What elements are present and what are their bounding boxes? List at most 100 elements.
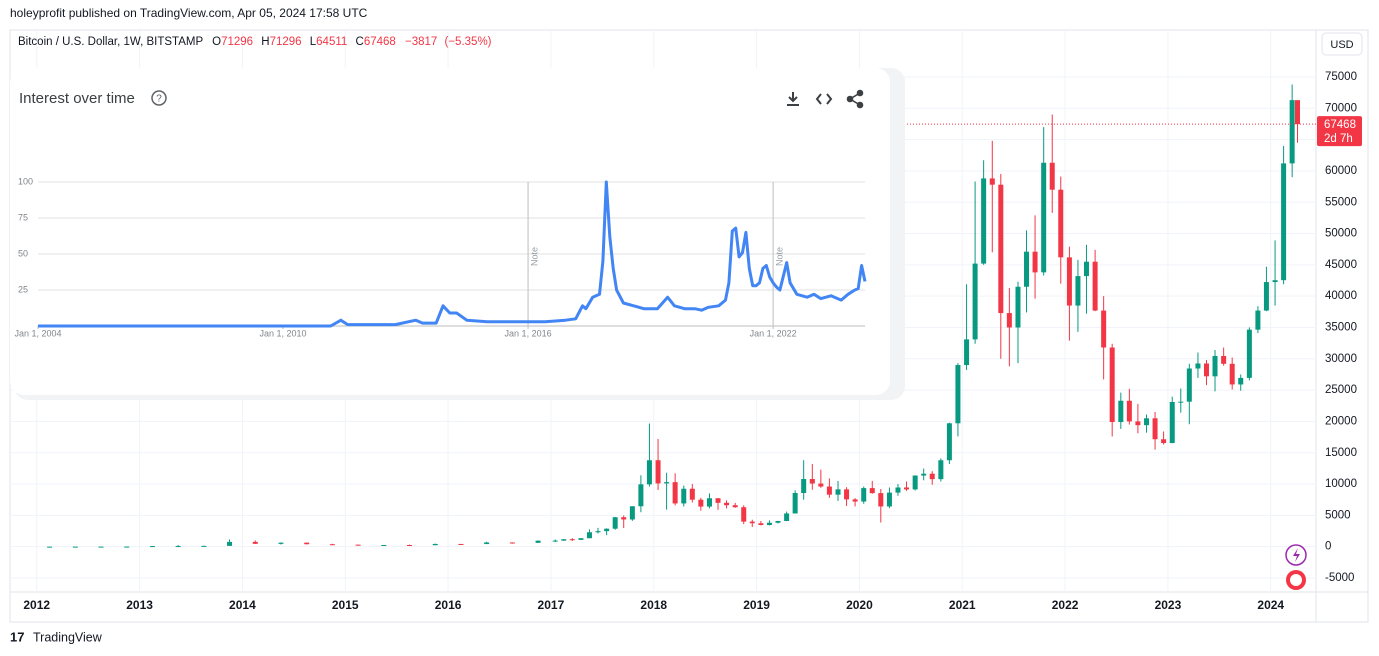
candle-body: [955, 365, 961, 424]
candle-body: [989, 178, 995, 185]
logo: 17: [10, 629, 24, 644]
candle-body: [998, 184, 1004, 314]
x-tick-label: 2023: [1155, 598, 1182, 612]
download-icon[interactable]: [787, 92, 799, 106]
currency-button[interactable]: [1321, 32, 1363, 56]
candle-body: [407, 545, 413, 547]
candle-body: [1118, 400, 1124, 423]
y-tick-label: 5000: [1325, 509, 1351, 521]
candle-body: [775, 520, 781, 523]
candle-body: [432, 543, 438, 546]
embed-icon[interactable]: [815, 93, 833, 105]
candle-body: [886, 492, 892, 507]
l-letter: L: [310, 36, 317, 48]
candle-body: [1238, 377, 1244, 385]
legend: Bitcoin / U.S. Dollar, 1W, BITSTAMP O712…: [18, 36, 492, 48]
candle-body: [749, 521, 755, 524]
candle-body: [1083, 261, 1089, 277]
candle-body: [458, 543, 464, 545]
y-tick-label: 35000: [1325, 322, 1357, 334]
candle-body: [1221, 355, 1227, 364]
candle-body: [835, 489, 841, 495]
x-tick-label: 2017: [538, 598, 565, 612]
y-tick-label: 55000: [1325, 196, 1357, 208]
candle-body: [569, 539, 575, 541]
candle-body: [1092, 261, 1098, 311]
share-icon[interactable]: [846, 89, 864, 109]
candle-body: [621, 517, 627, 520]
flag-inner: [1290, 574, 1302, 586]
x-tick-label: 2014: [229, 598, 256, 612]
h-letter: H: [261, 36, 269, 48]
candle-body: [381, 545, 387, 547]
candle-body: [784, 513, 790, 521]
candle-body: [1075, 276, 1081, 306]
candle-body: [861, 488, 867, 502]
x-tick-label: 2012: [23, 598, 50, 612]
inset-chart: 25 50 75 100 Jan 1, 2004 Jan 1, 2010 Jan 1, 20…: [14, 176, 867, 338]
candle-body: [895, 487, 901, 493]
candle-body: [1161, 439, 1167, 444]
note-label: Note: [774, 247, 784, 266]
candle-body: [904, 487, 910, 490]
candle-body: [72, 546, 78, 548]
y-tick-label: 70000: [1325, 102, 1357, 114]
candle-body: [912, 475, 918, 490]
candle-body: [1195, 363, 1201, 369]
y-tick-label: 0: [1325, 541, 1331, 553]
candle-body: [766, 522, 772, 525]
help-icon[interactable]: [151, 90, 167, 106]
candle-body: [578, 538, 584, 540]
candle-body: [758, 523, 764, 525]
candle-body: [1294, 100, 1300, 125]
candle-body: [698, 499, 704, 507]
candle-body: [586, 532, 592, 539]
candle-body: [1049, 162, 1055, 190]
candle-body: [818, 483, 824, 487]
candle-body: [1203, 363, 1209, 377]
x-tick-label: 2020: [846, 598, 873, 612]
candle-body: [1015, 286, 1021, 328]
candle-body: [638, 484, 644, 507]
candle-body: [646, 460, 652, 485]
candle-body: [921, 473, 927, 476]
inset-card: [10, 68, 890, 395]
candle-body: [252, 541, 258, 544]
candle-body: [938, 460, 944, 480]
currency: USD: [1330, 39, 1353, 51]
x-tick-label: 2016: [435, 598, 462, 612]
candle-body: [1186, 368, 1192, 402]
inset-title: Interest over time: [19, 90, 135, 107]
y-tick-label: 30000: [1325, 353, 1357, 365]
candle-body: [227, 541, 233, 546]
candle-body: [715, 498, 721, 503]
change-pct: (−5.35%): [445, 36, 492, 48]
low: 64511: [316, 36, 347, 48]
candle-body: [741, 507, 747, 522]
candle-body: [175, 546, 181, 548]
candle-body: [946, 423, 952, 461]
candle-body: [201, 545, 207, 547]
o-letter: O: [212, 36, 221, 48]
footer: TradingView: [33, 630, 103, 644]
candle-body: [1144, 418, 1150, 426]
candle-body: [278, 542, 284, 544]
y-tick-label: 75: [18, 212, 28, 222]
candle-body: [355, 544, 361, 546]
symbol: Bitcoin / U.S. Dollar, 1W, BITSTAMP: [18, 36, 203, 48]
candle-body: [1024, 251, 1030, 287]
candle-body: [329, 544, 335, 546]
x-tick-label: Jan 1, 2004: [14, 328, 61, 338]
candle-body: [561, 539, 567, 541]
candle-body: [672, 482, 678, 504]
y-tick-label: 75000: [1325, 71, 1357, 83]
candle-body: [1263, 282, 1269, 311]
x-tick-label: 2013: [126, 598, 153, 612]
y-tick-label: -5000: [1325, 572, 1354, 584]
trend-line: [38, 180, 867, 328]
candle-body: [1006, 313, 1012, 328]
candle-body: [1101, 310, 1107, 348]
candle-body: [612, 517, 618, 529]
candle-body: [484, 542, 490, 545]
